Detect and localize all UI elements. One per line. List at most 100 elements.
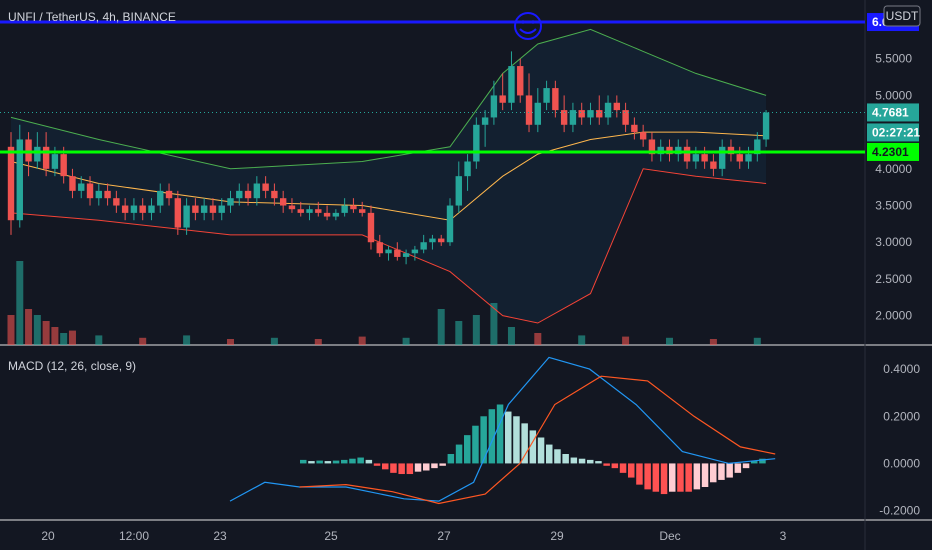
candle-body <box>121 205 129 213</box>
macd-pane[interactable] <box>229 356 776 505</box>
macd-histogram-bar <box>652 463 660 492</box>
signal-line <box>299 375 776 505</box>
macd-axis[interactable]: 0.4000 0.2000 0.0000 -0.2000 <box>879 362 920 517</box>
price-tick-label: 5.0000 <box>875 88 912 102</box>
candle-body <box>604 102 612 118</box>
candle-body <box>359 209 366 213</box>
candle-body <box>701 154 708 162</box>
candle-body <box>332 212 340 217</box>
candle-body <box>16 139 23 221</box>
candle-body <box>236 190 243 199</box>
candle-body <box>420 242 427 250</box>
candle-body <box>165 190 173 199</box>
macd-histogram-bar <box>357 457 364 464</box>
volume-bar <box>16 261 24 345</box>
macd-histogram-bar <box>373 463 381 466</box>
currency-label: USDT <box>886 9 919 23</box>
candle-body <box>350 205 357 210</box>
volume-bar <box>709 339 717 345</box>
price-tick-label: 5.5000 <box>875 52 912 66</box>
candle-body <box>367 212 375 243</box>
macd-histogram-bar <box>562 454 569 464</box>
symbol-title[interactable]: UNFI / TetherUS, 4h, BINANCE <box>8 10 176 24</box>
candle-body <box>271 190 278 199</box>
macd-histogram-bar <box>578 458 586 464</box>
macd-tick-label: 0.2000 <box>883 409 920 423</box>
candle-body <box>736 154 743 162</box>
volume-bar <box>437 309 445 345</box>
macd-histogram-bar <box>316 460 323 464</box>
candle-body <box>157 190 164 206</box>
candle-body <box>517 66 524 96</box>
macd-histogram-bar <box>365 459 373 464</box>
macd-histogram-bar <box>423 463 430 471</box>
volume-bar <box>60 333 68 345</box>
macd-histogram-bar <box>496 404 504 464</box>
candle-body <box>42 146 50 169</box>
candle-body <box>34 146 41 162</box>
volume-bar <box>270 337 278 345</box>
candle-body <box>464 161 471 177</box>
macd-histogram-bar <box>300 459 307 464</box>
price-tick-label: 3.5000 <box>875 199 912 213</box>
macd-histogram-bar <box>693 463 701 490</box>
candle-body <box>631 124 638 133</box>
macd-histogram-bar <box>390 463 397 473</box>
candle-body <box>762 112 770 140</box>
candle-body <box>288 205 296 210</box>
candle-body <box>569 110 577 125</box>
candle-body <box>86 183 94 199</box>
currency-button[interactable]: USDT <box>883 5 921 27</box>
macd-histogram-bar <box>464 435 471 464</box>
candle-body <box>60 154 67 177</box>
candle-body <box>596 110 603 118</box>
volume-bar <box>25 309 33 345</box>
macd-histogram-bar <box>734 463 742 473</box>
macd-tick-label: 0.0000 <box>883 456 920 470</box>
time-tick-label: 23 <box>213 529 227 543</box>
volume-bar <box>534 333 542 345</box>
volume-bar <box>402 337 410 345</box>
macd-histogram-bar <box>685 463 692 492</box>
candle-body <box>534 102 541 125</box>
time-axis[interactable]: 20 12:00 23 25 27 29 Dec 3 <box>41 529 786 543</box>
time-tick-label: 27 <box>437 529 451 543</box>
candle-body <box>306 209 313 213</box>
volume-bar <box>42 321 50 345</box>
macd-histogram-bar <box>759 458 766 464</box>
macd-histogram-bar <box>546 444 553 464</box>
price-tick-label: 3.0000 <box>875 235 912 249</box>
price-tick-label: 2.0000 <box>875 309 912 323</box>
macd-histogram-bar <box>488 409 496 464</box>
candle-body <box>297 209 304 213</box>
candle-body <box>78 183 85 191</box>
volume-bar <box>95 335 103 345</box>
smiley-icon[interactable] <box>514 12 542 40</box>
candle-body <box>446 205 454 243</box>
candle-body <box>639 132 647 140</box>
volume-bar <box>358 336 366 345</box>
volume-bar <box>139 337 147 345</box>
candle-body <box>244 190 252 199</box>
volume-bars <box>7 261 761 345</box>
horizontal-lines[interactable] <box>0 20 865 154</box>
bollinger-upper-line <box>10 28 767 170</box>
macd-title[interactable]: MACD (12, 26, close, 9) <box>8 359 136 373</box>
macd-histogram-bar <box>382 463 389 470</box>
macd-tick-label: -0.2000 <box>879 504 920 518</box>
macd-histogram-bar <box>718 463 725 480</box>
last-price-tag: 4.7681 <box>872 105 909 119</box>
candle-body <box>648 139 656 155</box>
time-tick-label: Dec <box>659 529 680 543</box>
macd-histogram-bar <box>595 461 602 464</box>
macd-histogram-bar <box>431 463 438 469</box>
macd-histogram-bar <box>751 461 758 464</box>
candle-body <box>262 183 269 191</box>
macd-histogram-bar <box>414 463 422 472</box>
volume-bar <box>227 339 234 345</box>
candle-body <box>578 110 585 118</box>
price-tick-label: 4.0000 <box>875 162 912 176</box>
candle-body <box>218 205 225 213</box>
price-axis[interactable]: 2.0000 2.5000 3.0000 3.5000 4.0000 5.0000 5.50… <box>875 52 912 323</box>
